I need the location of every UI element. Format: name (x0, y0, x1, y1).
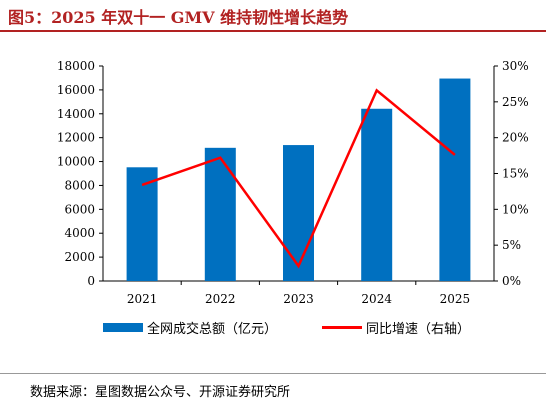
legend-item-gmv: 全网成交总额（亿元） (103, 318, 277, 337)
legend-swatch-bar (103, 323, 143, 332)
y-left-tick-label: 6000 (64, 202, 95, 216)
y-right-tick-label: 20% (502, 131, 529, 145)
figure-title: 图5：2025 年双十一 GMV 维持韧性增长趋势 (8, 8, 349, 27)
y-right-tick-label: 0% (502, 274, 521, 288)
source-note: 数据来源：星图数据公众号、开源证券研究所 (30, 385, 291, 400)
y-right-tick-label: 10% (502, 202, 529, 216)
legend-label-yoy: 同比增速（右轴） (366, 322, 471, 337)
y-left-tick-label: 8000 (64, 178, 95, 192)
line-yoy-growth (141, 88, 456, 269)
y-left-tick-label: 10000 (57, 155, 95, 169)
y-left-tick-label: 4000 (64, 226, 95, 240)
bar-gmv (361, 108, 393, 281)
y-left-tick-label: 2000 (64, 250, 95, 264)
y-right-tick-label: 25% (502, 95, 529, 109)
bar-gmv (283, 145, 314, 281)
x-tick-label: 2023 (283, 292, 314, 306)
chart: 0 2000 4000 6000 8000 10000 12000 14000 16000 180… (57, 59, 529, 306)
x-tick-label: 2025 (440, 292, 471, 306)
x-tick-label: 2022 (205, 292, 236, 306)
x-tick-label: 2024 (361, 292, 392, 306)
legend: 全网成交总额（亿元） 同比增速（右轴） (0, 318, 546, 342)
y-left-tick-label: 0 (87, 274, 95, 288)
y-right-tick-label: 15% (502, 167, 529, 181)
y-right-tick-label: 5% (502, 238, 521, 252)
y-left-tick-label: 12000 (57, 131, 95, 145)
bar-gmv (439, 78, 471, 282)
legend-swatch-line (322, 326, 362, 329)
x-tick-label: 2021 (127, 292, 158, 306)
legend-label-gmv: 全网成交总额（亿元） (147, 322, 278, 337)
bar-gmv (204, 147, 236, 281)
source-rule (0, 373, 546, 374)
title-rule (0, 30, 546, 32)
y-right-tick-label: 30% (502, 59, 529, 73)
legend-item-yoy: 同比增速（右轴） (322, 318, 470, 337)
y-left-tick-label: 18000 (57, 59, 95, 73)
y-left-tick-label: 14000 (57, 107, 95, 121)
y-left-tick-label: 16000 (57, 83, 95, 97)
bar-gmv (126, 167, 158, 281)
